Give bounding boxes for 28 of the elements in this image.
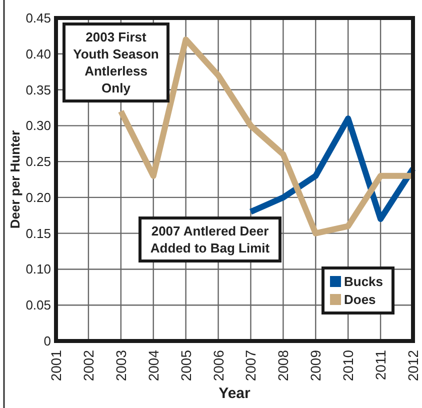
x-tick-label: 2012 (405, 350, 421, 382)
x-tick-label: 2001 (48, 350, 64, 382)
legend-label: Bucks (344, 274, 384, 289)
x-tick-label: 2010 (340, 350, 356, 382)
x-tick-label: 2008 (275, 350, 292, 382)
legend-label: Does (344, 292, 376, 307)
x-tick-label: 2009 (308, 350, 324, 382)
y-axis-title: Deer per Hunter (8, 130, 22, 229)
y-tick-label: 0.05 (26, 298, 51, 313)
y-tick-label: 0.25 (26, 154, 51, 170)
y-tick-label: 0.45 (26, 10, 51, 26)
x-tick-label: 2003 (112, 350, 129, 382)
x-tick-label: 2004 (145, 350, 162, 382)
x-tick-label: 2007 (242, 350, 259, 382)
y-tick-label: 0.15 (26, 226, 51, 241)
y-tick-label: 0.40 (26, 46, 51, 62)
x-axis-title: Year (218, 385, 251, 402)
x-tick-label: 2006 (210, 350, 226, 382)
x-tick-label: 2011 (372, 350, 389, 380)
x-tick-label: 2005 (178, 350, 194, 382)
y-tick-label: 0 (44, 334, 51, 348)
x-tick-label: 2002 (80, 350, 96, 382)
y-tick-label: 0.35 (26, 82, 51, 98)
annotation: 2007 Antlered Deer Added to Bag Limit (150, 224, 270, 256)
y-tick-label: 0.20 (26, 190, 51, 205)
y-tick-label: 0.10 (26, 262, 51, 277)
annotation: 2003 First Youth Season Antlerless Only (73, 30, 159, 96)
y-tick-label: 0.30 (26, 118, 51, 134)
